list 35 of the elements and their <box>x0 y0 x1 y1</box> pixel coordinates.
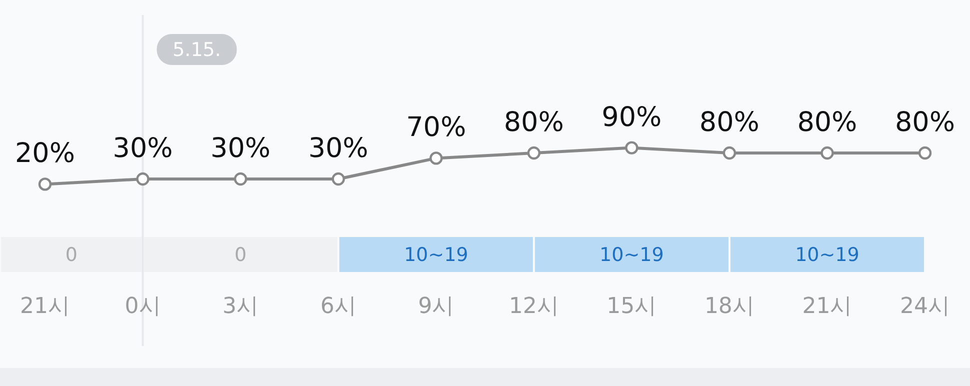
data-label: 90% <box>602 102 662 133</box>
data-label: 30% <box>308 133 368 164</box>
point <box>918 146 932 160</box>
point <box>722 146 736 160</box>
x-tick-label: 18시 <box>704 294 754 319</box>
text: 10~19 <box>795 244 860 266</box>
point <box>38 178 52 191</box>
point <box>430 152 443 165</box>
x-tick-label: 21시 <box>802 294 852 319</box>
point <box>820 146 834 160</box>
point <box>332 172 345 186</box>
x-tick-label: 6시 <box>320 294 356 319</box>
text: 10~19 <box>404 244 468 266</box>
data-label: 80% <box>797 107 858 138</box>
text: 0 <box>65 244 78 266</box>
x-tick-label: 3시 <box>222 294 259 319</box>
point <box>527 146 540 160</box>
point <box>625 141 638 154</box>
text: 0 <box>234 244 247 266</box>
point <box>136 172 150 186</box>
x-tick-label: 21시 <box>20 294 70 319</box>
x-tick-label: 12시 <box>508 294 559 319</box>
x-tick-label: 15시 <box>606 294 657 319</box>
text: 10~19 <box>600 244 664 266</box>
point <box>234 172 248 186</box>
data-label: 80% <box>894 107 956 138</box>
x-tick-label: 9시 <box>418 294 454 319</box>
data-label: 30% <box>210 133 271 164</box>
data-label: 20% <box>14 138 76 170</box>
x-tick-label: 24시 <box>900 294 950 319</box>
data-label: 30% <box>112 133 173 164</box>
data-label: 80% <box>699 107 760 138</box>
data-label: 70% <box>406 112 466 144</box>
x-tick-label: 0시 <box>124 294 161 319</box>
data-label: 80% <box>504 107 564 138</box>
